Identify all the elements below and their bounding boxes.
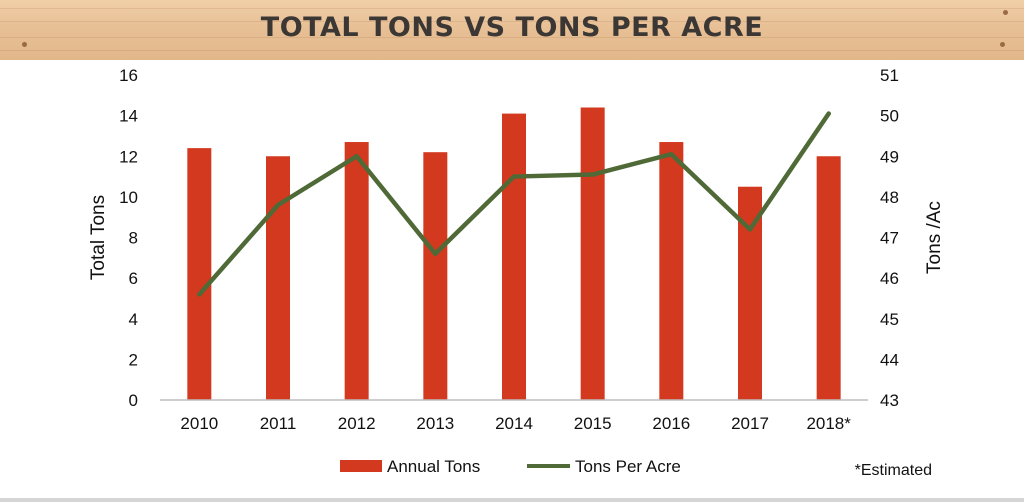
left-axis-ticks: 0 2 4 6 8 10 12 14 16 — [119, 66, 138, 410]
x-tick-label: 2016 — [652, 414, 690, 433]
x-tick-label: 2012 — [338, 414, 376, 433]
line-point-2018* — [826, 111, 831, 116]
right-tick-label: 47 — [880, 229, 899, 248]
x-tick-label: 2011 — [260, 414, 297, 433]
right-tick-label: 44 — [880, 350, 899, 369]
legend: Annual Tons Tons Per Acre — [340, 457, 681, 476]
chart-title: TOTAL TONS VS TONS PER ACRE — [260, 12, 764, 43]
right-tick-label: 49 — [880, 147, 899, 166]
left-axis-title: Total Tons — [88, 195, 109, 280]
left-tick-label: 4 — [129, 310, 138, 329]
bars — [187, 107, 841, 400]
bar-2014 — [502, 113, 526, 400]
nail-icon — [1003, 10, 1008, 15]
right-tick-label: 50 — [880, 107, 899, 126]
x-tick-label: 2015 — [574, 414, 612, 433]
line-point-2017 — [747, 227, 753, 232]
nail-icon — [1000, 42, 1005, 47]
left-tick-label: 0 — [129, 391, 138, 410]
right-tick-label: 48 — [880, 188, 899, 207]
bar-2011 — [266, 156, 290, 400]
bar-2010 — [187, 148, 212, 400]
line-point-2016 — [669, 152, 674, 157]
x-tick-label: 2010 — [180, 414, 218, 433]
right-tick-label: 45 — [880, 310, 899, 329]
left-tick-label: 16 — [119, 66, 138, 85]
right-tick-label: 51 — [880, 66, 899, 85]
line-point-2010 — [197, 292, 202, 297]
line-point-2015 — [590, 172, 595, 177]
right-axis-ticks: 43 44 45 46 47 48 49 50 51 — [880, 66, 899, 410]
x-axis-ticks: 2010 2011 2012 2013 2014 2015 2016 2017 2018* — [180, 414, 851, 433]
left-tick-label: 14 — [119, 107, 138, 126]
right-tick-label: 43 — [880, 391, 899, 410]
x-tick-label: 2017 — [731, 414, 769, 433]
right-tick-label: 46 — [880, 269, 899, 288]
bar-2013 — [423, 152, 448, 400]
legend-label-tons-per-acre: Tons Per Acre — [575, 457, 681, 476]
estimated-note: *Estimated — [855, 462, 932, 479]
left-tick-label: 10 — [119, 188, 138, 207]
bar-2015 — [580, 107, 605, 400]
legend-bar-swatch — [340, 460, 382, 472]
line-point-2011 — [275, 202, 281, 208]
left-tick-label: 8 — [129, 229, 138, 248]
x-tick-label: 2018* — [806, 414, 851, 433]
bar-2016 — [659, 142, 684, 400]
left-tick-label: 6 — [129, 269, 138, 288]
bottom-divider — [0, 498, 1024, 502]
bar-2012 — [344, 142, 369, 400]
title-banner: TOTAL TONS VS TONS PER ACRE — [0, 0, 1024, 60]
x-tick-label: 2014 — [495, 414, 533, 433]
line-series — [197, 111, 831, 297]
nail-icon — [22, 42, 27, 47]
legend-label-annual-tons: Annual Tons — [387, 457, 480, 476]
line-point-2014 — [511, 174, 517, 179]
line-point-2013 — [433, 251, 438, 256]
right-axis-title: Tons /Ac — [924, 201, 945, 274]
x-tick-label: 2013 — [416, 414, 454, 433]
bar-2018* — [816, 156, 841, 400]
left-tick-label: 2 — [129, 350, 138, 369]
line-point-2012 — [354, 154, 359, 159]
left-tick-label: 12 — [119, 147, 138, 166]
